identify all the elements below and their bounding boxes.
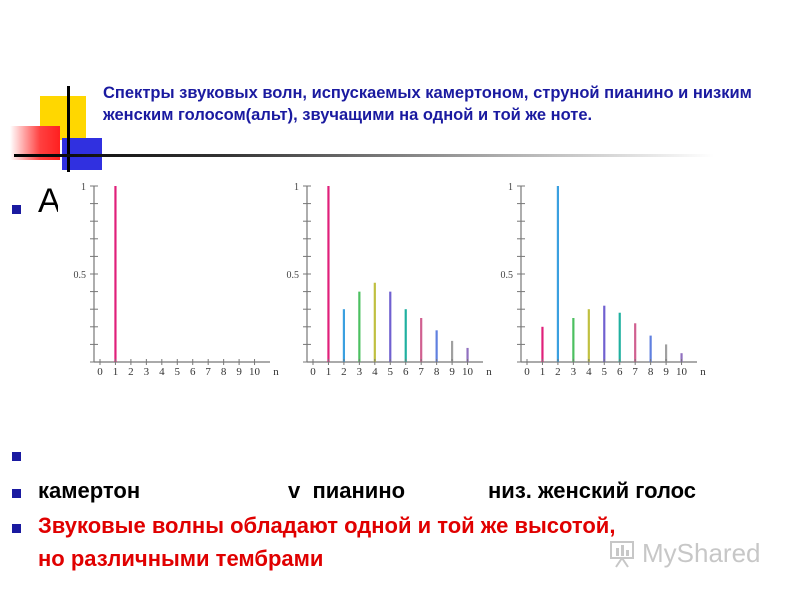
- x-tick-label: 10: [462, 366, 474, 378]
- label-tuning-fork: камертон: [38, 478, 141, 503]
- decor-horizontal-line: [14, 154, 714, 157]
- x-tick-label: 10: [676, 366, 688, 378]
- y-tick-label: 1: [294, 182, 299, 193]
- bullet-marker: [12, 524, 21, 533]
- x-tick-label: 1: [113, 366, 119, 378]
- x-tick-label: 2: [555, 366, 561, 378]
- x-tick-label: 0: [97, 366, 103, 378]
- y-tick-label: 1: [508, 182, 513, 193]
- x-tick-label: 7: [418, 366, 424, 378]
- x-axis-label: n: [273, 366, 279, 378]
- x-axis-label: n: [700, 366, 706, 378]
- x-tick-label: 3: [357, 366, 363, 378]
- spectra-svg: 10.50 1 2 3 4 5 6 7 8 9 10 n10.50 1 2 3 4 5 6 7 8 9 10 n10.50 1…: [74, 182, 707, 378]
- x-tick-label: 4: [372, 366, 378, 378]
- x-tick-label: 2: [128, 366, 134, 378]
- x-tick-label: 10: [249, 366, 261, 378]
- x-tick-label: 8: [221, 366, 227, 378]
- label-female-voice: низ. женский голос: [488, 478, 697, 503]
- x-tick-label: 2: [341, 366, 347, 378]
- x-tick-label: 9: [236, 366, 242, 378]
- x-tick-label: 1: [540, 366, 546, 378]
- y-tick-label: 0.5: [501, 270, 514, 281]
- x-tick-label: 1: [326, 366, 332, 378]
- x-tick-label: 7: [632, 366, 638, 378]
- conclusion-line-1: Звуковые волны обладают одной и той же в…: [38, 513, 616, 538]
- bullet-marker: [12, 489, 21, 498]
- x-tick-label: 7: [205, 366, 211, 378]
- x-tick-label: 8: [434, 366, 440, 378]
- y-tick-label: 0.5: [287, 270, 300, 281]
- spectra-charts: 1 0.5 0 1 2 3 4 5 6 7 8 9 10 n 1 0.5 0 1 2 3 4 5 6 7 8 9 10 n 1 0.5 0 1…: [58, 172, 718, 394]
- x-tick-label: 4: [586, 366, 592, 378]
- conclusion-line-2: но различными тембрами: [38, 546, 324, 571]
- x-tick-label: 0: [310, 366, 316, 378]
- watermark: MyShared: [608, 538, 761, 569]
- bullet-marker: [12, 452, 21, 461]
- x-tick-label: 5: [388, 366, 394, 378]
- x-tick-label: 9: [663, 366, 669, 378]
- x-tick-label: 4: [159, 366, 165, 378]
- x-tick-label: 6: [403, 366, 409, 378]
- label-piano: v пианино: [288, 478, 406, 503]
- x-tick-label: 3: [144, 366, 150, 378]
- decor-vertical-line: [67, 86, 70, 182]
- x-tick-label: 6: [190, 366, 196, 378]
- x-tick-label: 8: [648, 366, 654, 378]
- presentation-icon: [610, 540, 634, 568]
- x-tick-label: 5: [175, 366, 181, 378]
- x-tick-label: 3: [571, 366, 577, 378]
- slide-title: Спектры звуковых волн, испускаемых камер…: [103, 84, 752, 124]
- y-tick-label: 0.5: [74, 270, 87, 281]
- watermark-text: MyShared: [642, 538, 761, 568]
- x-tick-label: 0: [524, 366, 530, 378]
- partial-text: А: [38, 182, 61, 220]
- y-tick-label: 1: [81, 182, 86, 193]
- x-axis-label: n: [486, 366, 492, 378]
- bullet-marker: [12, 205, 21, 214]
- x-tick-label: 6: [617, 366, 623, 378]
- x-tick-label: 5: [602, 366, 608, 378]
- x-tick-label: 9: [449, 366, 455, 378]
